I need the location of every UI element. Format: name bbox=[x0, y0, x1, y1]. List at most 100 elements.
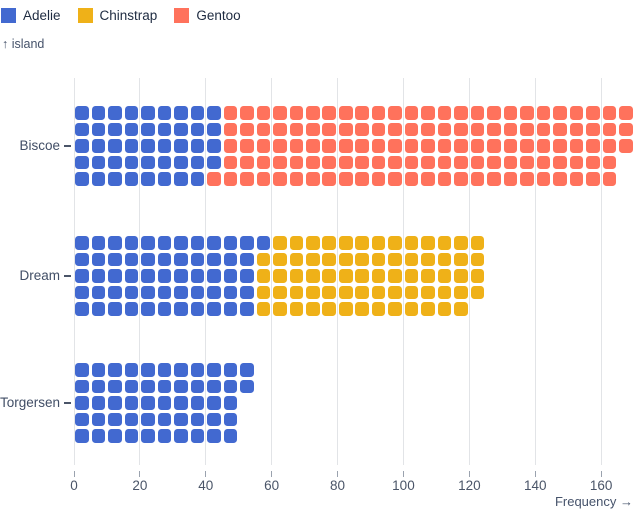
waffle-square-chinstrap bbox=[454, 302, 468, 316]
waffle-square-chinstrap bbox=[355, 285, 370, 300]
waffle-square-adelie bbox=[207, 429, 221, 443]
waffle-square-gentoo bbox=[289, 122, 304, 137]
waffle-square-gentoo bbox=[355, 106, 370, 120]
waffle-square-adelie bbox=[91, 285, 106, 300]
waffle-square-chinstrap bbox=[470, 285, 485, 300]
waffle-square-adelie bbox=[157, 236, 172, 250]
waffle-square-adelie bbox=[124, 236, 139, 250]
waffle-square-chinstrap bbox=[306, 302, 320, 316]
x-tick-mark bbox=[468, 471, 470, 477]
waffle-square-gentoo bbox=[322, 172, 337, 186]
y-tick-label-biscoe: Biscoe bbox=[19, 137, 60, 153]
x-tick-label: 40 bbox=[198, 478, 214, 493]
waffle-square-gentoo bbox=[223, 122, 238, 137]
waffle-square-adelie bbox=[207, 302, 221, 316]
waffle-square-chinstrap bbox=[273, 252, 287, 267]
waffle-square-adelie bbox=[75, 302, 89, 316]
waffle-square-chinstrap bbox=[388, 269, 402, 283]
waffle-square-adelie bbox=[75, 429, 89, 443]
waffle-square-adelie bbox=[108, 236, 122, 250]
waffle-square-chinstrap bbox=[338, 236, 353, 250]
waffle-square-gentoo bbox=[240, 155, 254, 170]
waffle-square-adelie bbox=[108, 396, 122, 410]
waffle-square-adelie bbox=[190, 412, 205, 427]
waffle-square-adelie bbox=[190, 106, 205, 120]
x-tick-mark bbox=[534, 471, 536, 477]
legend-item-gentoo: Gentoo bbox=[174, 8, 241, 23]
waffle-square-adelie bbox=[240, 285, 254, 300]
waffle-square-adelie bbox=[124, 429, 139, 443]
waffle-square-gentoo bbox=[355, 155, 370, 170]
legend-swatch-icon bbox=[1, 8, 16, 23]
waffle-square-adelie bbox=[124, 252, 139, 267]
waffle-square-adelie bbox=[190, 252, 205, 267]
waffle-square-adelie bbox=[124, 412, 139, 427]
waffle-square-gentoo bbox=[256, 172, 271, 186]
waffle-square-adelie bbox=[124, 285, 139, 300]
waffle-square-adelie bbox=[190, 122, 205, 137]
waffle-square-adelie bbox=[75, 139, 89, 153]
waffle-square-chinstrap bbox=[289, 269, 304, 283]
waffle-square-adelie bbox=[91, 252, 106, 267]
waffle-square-gentoo bbox=[454, 155, 468, 170]
x-tick-label: 60 bbox=[264, 478, 280, 493]
waffle-square-gentoo bbox=[355, 139, 370, 153]
waffle-square-chinstrap bbox=[256, 252, 271, 267]
waffle-square-adelie bbox=[108, 252, 122, 267]
x-gridline bbox=[468, 78, 470, 465]
legend-item-chinstrap: Chinstrap bbox=[77, 8, 157, 23]
waffle-square-chinstrap bbox=[437, 302, 452, 316]
waffle-square-chinstrap bbox=[256, 269, 271, 283]
waffle-square-gentoo bbox=[289, 172, 304, 186]
waffle-square-gentoo bbox=[371, 139, 386, 153]
waffle-square-gentoo bbox=[404, 172, 419, 186]
waffle-square-adelie bbox=[157, 122, 172, 137]
waffle-square-chinstrap bbox=[404, 285, 419, 300]
waffle-square-adelie bbox=[124, 269, 139, 283]
waffle-square-gentoo bbox=[520, 122, 534, 137]
waffle-square-gentoo bbox=[569, 172, 584, 186]
x-tick-label: 0 bbox=[70, 478, 78, 493]
waffle-square-chinstrap bbox=[338, 302, 353, 316]
waffle-square-adelie bbox=[157, 379, 172, 394]
x-tick-label: 100 bbox=[392, 478, 415, 493]
waffle-square-adelie bbox=[223, 363, 238, 377]
waffle-square-gentoo bbox=[487, 122, 501, 137]
x-gridline bbox=[402, 78, 404, 465]
waffle-square-adelie bbox=[157, 155, 172, 170]
waffle-square-gentoo bbox=[371, 155, 386, 170]
waffle-square-adelie bbox=[91, 429, 106, 443]
x-tick-mark bbox=[205, 471, 207, 477]
waffle-square-gentoo bbox=[421, 139, 435, 153]
x-gridline bbox=[534, 78, 536, 465]
waffle-square-adelie bbox=[207, 363, 221, 377]
waffle-square-adelie bbox=[190, 379, 205, 394]
waffle-square-adelie bbox=[108, 172, 122, 186]
waffle-square-gentoo bbox=[487, 139, 501, 153]
waffle-square-adelie bbox=[174, 363, 188, 377]
waffle-square-adelie bbox=[240, 302, 254, 316]
waffle-square-gentoo bbox=[553, 172, 567, 186]
waffle-square-gentoo bbox=[338, 172, 353, 186]
waffle-square-chinstrap bbox=[437, 269, 452, 283]
waffle-square-adelie bbox=[174, 252, 188, 267]
waffle-square-adelie bbox=[141, 172, 155, 186]
waffle-square-adelie bbox=[207, 122, 221, 137]
waffle-square-gentoo bbox=[421, 122, 435, 137]
x-tick-label: 120 bbox=[458, 478, 481, 493]
waffle-square-adelie bbox=[157, 396, 172, 410]
waffle-square-adelie bbox=[141, 155, 155, 170]
waffle-square-adelie bbox=[75, 363, 89, 377]
waffle-square-adelie bbox=[207, 236, 221, 250]
waffle-square-chinstrap bbox=[322, 269, 337, 283]
waffle-square-adelie bbox=[141, 252, 155, 267]
waffle-square-gentoo bbox=[240, 122, 254, 137]
waffle-square-adelie bbox=[108, 106, 122, 120]
waffle-square-gentoo bbox=[355, 122, 370, 137]
waffle-square-gentoo bbox=[421, 172, 435, 186]
legend-swatch-icon bbox=[77, 8, 93, 23]
waffle-square-adelie bbox=[75, 379, 89, 394]
waffle-square-gentoo bbox=[586, 122, 600, 137]
waffle-square-gentoo bbox=[487, 155, 501, 170]
